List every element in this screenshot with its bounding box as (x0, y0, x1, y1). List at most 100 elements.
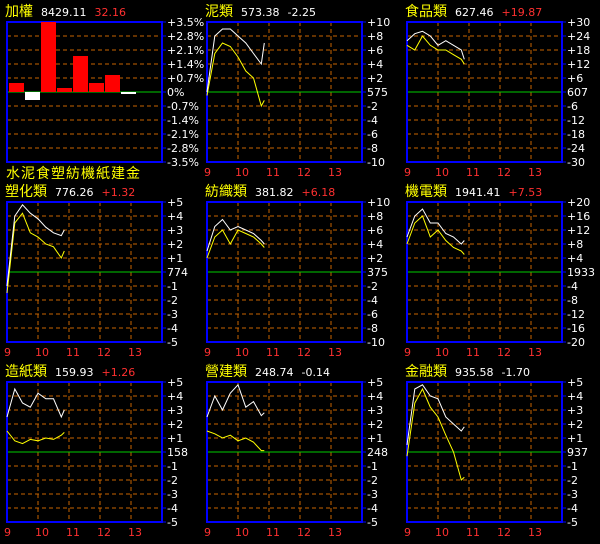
panel-header: 加權 8429.11 32.16 (5, 4, 126, 20)
y-tick-label: +5 (567, 376, 583, 389)
y-tick-label: +2 (167, 418, 183, 431)
panel-change: +1.26 (102, 366, 136, 379)
series-line (206, 218, 265, 252)
panel-value: 573.38 (241, 6, 280, 19)
panel-value: 8429.11 (41, 6, 87, 19)
x-tick-label: 10 (35, 526, 49, 539)
y-tick-label: -8 (367, 322, 378, 335)
panel-value: 1941.41 (455, 186, 501, 199)
x-tick-label: 12 (297, 526, 311, 539)
series-line (206, 229, 265, 259)
x-tick-label: 10 (35, 346, 49, 359)
panel-header: 造紙類 159.93 +1.26 (5, 364, 135, 380)
y-tick-label: -2 (367, 474, 378, 487)
y-tick-label: -3 (567, 488, 578, 501)
x-tick-label: 11 (466, 166, 480, 179)
panel-header: 食品類 627.46 +19.87 (405, 3, 542, 20)
panel-header: 金融類 935.58 -1.70 (405, 364, 530, 380)
panel-change: -2.25 (288, 6, 316, 19)
x-tick-label: 10 (235, 346, 249, 359)
x-tick-label: 11 (266, 166, 280, 179)
y-tick-label: +1 (167, 432, 183, 445)
y-tick-label: -18 (567, 128, 585, 141)
y-tick-label: +4 (567, 252, 583, 265)
panel-title: 造紙類 (5, 364, 47, 380)
x-tick-label: 12 (497, 346, 511, 359)
y-tick-label: -30 (567, 156, 585, 169)
panel-change: +7.53 (509, 186, 543, 199)
y-tick-label: -2 (567, 474, 578, 487)
panel-header: 紡織類 381.82 +6.18 (205, 184, 335, 200)
panel-change: -0.14 (302, 366, 330, 379)
panel-change: -1.70 (502, 366, 530, 379)
y-tick-label: -4 (567, 502, 578, 515)
x-tick-label: 12 (97, 526, 111, 539)
y-tick-label: -6 (367, 128, 378, 141)
y-tick-label: 0% (167, 86, 184, 99)
y-tick-label: +8 (367, 30, 383, 43)
x-tick-label: 10 (235, 166, 249, 179)
x-tick-label: 10 (235, 526, 249, 539)
category-label: 紙 (96, 166, 110, 182)
category-label: 建 (111, 166, 125, 182)
x-tick-label: 12 (497, 166, 511, 179)
x-tick-label: 13 (528, 526, 542, 539)
y-tick-label: -1 (567, 460, 578, 473)
panel-change: +19.87 (502, 6, 543, 19)
panel-value: 381.82 (255, 186, 294, 199)
x-tick-label: 11 (466, 346, 480, 359)
y-tick-label: 937 (567, 446, 588, 459)
y-tick-label: -1 (167, 460, 178, 473)
x-tick-label: 11 (266, 526, 280, 539)
x-tick-label: 9 (404, 526, 411, 539)
y-tick-label: +12 (567, 58, 590, 71)
y-tick-label: -20 (567, 336, 585, 349)
panel-title: 食品類 (405, 3, 447, 20)
y-tick-label: +4 (367, 238, 383, 251)
y-tick-label: +6 (367, 44, 383, 57)
series-line (406, 384, 465, 446)
panel-change: 32.16 (95, 6, 127, 19)
series-line (206, 383, 265, 418)
y-tick-label: -5 (367, 516, 378, 529)
panel-title: 金融類 (405, 364, 447, 380)
series-line (206, 42, 265, 108)
x-tick-label: 10 (435, 346, 449, 359)
panel-value: 776.26 (55, 186, 94, 199)
series-line (206, 430, 265, 452)
panel-title: 紡織類 (205, 184, 247, 200)
panel-change: +1.32 (102, 186, 136, 199)
panel-change: +6.18 (302, 186, 336, 199)
series-line (406, 35, 465, 65)
panel-value: 248.74 (255, 366, 294, 379)
x-tick-label: 13 (328, 346, 342, 359)
x-tick-label: 12 (297, 166, 311, 179)
y-tick-label: +1 (567, 432, 583, 445)
y-tick-label: -1.4% (167, 114, 199, 127)
x-tick-label: 11 (266, 346, 280, 359)
x-tick-label: 13 (528, 166, 542, 179)
y-tick-label: +6 (367, 224, 383, 237)
bar-營建 (105, 75, 120, 92)
y-tick-label: +3.5% (167, 16, 204, 29)
y-tick-label: +30 (567, 16, 590, 29)
x-tick-label: 9 (4, 346, 11, 359)
y-tick-label: -4 (367, 502, 378, 515)
y-tick-label: -2 (167, 294, 178, 307)
category-strip: 水泥食塑紡機紙建金 (6, 165, 140, 182)
y-tick-label: 158 (167, 446, 188, 459)
series-line (406, 387, 465, 481)
series-line (6, 387, 65, 419)
bar-食品 (25, 92, 40, 100)
panel-header: 營建類 248.74 -0.14 (205, 364, 330, 380)
y-tick-label: +3 (167, 404, 183, 417)
x-tick-label: 13 (528, 346, 542, 359)
y-tick-label: -3 (167, 308, 178, 321)
category-label: 金 (126, 166, 140, 182)
x-tick-label: 9 (204, 526, 211, 539)
